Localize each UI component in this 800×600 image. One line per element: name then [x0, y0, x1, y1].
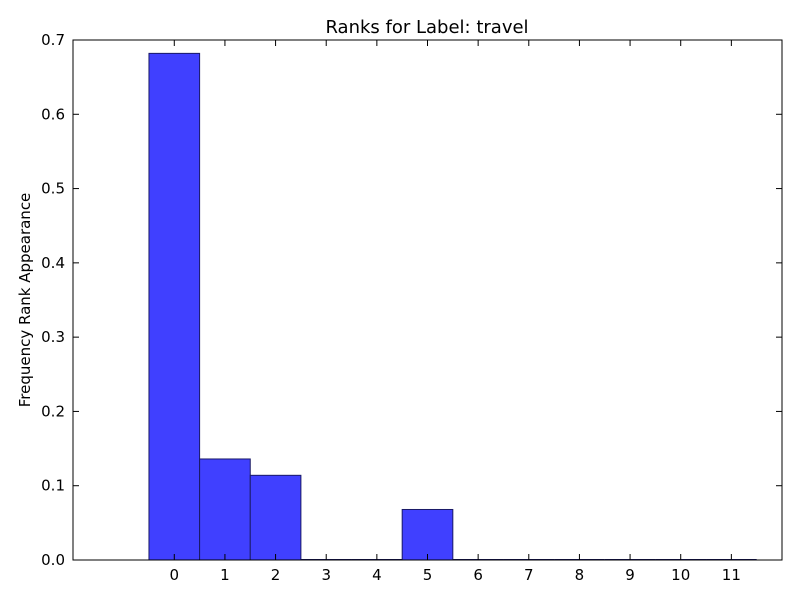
y-tick-label-0.2: 0.2: [41, 402, 65, 420]
bars-group: [148, 52, 757, 561]
x-tick-label-5: 5: [423, 566, 433, 584]
ticks-group: 0 1 2 3 4 5 6 7 8 9 10 11 0.0 0.1 0.2 0.3 0.4 0.5 0.6 0.7: [41, 31, 782, 584]
x-tick-label-10: 10: [671, 566, 690, 584]
plot-frame: [72, 39, 783, 561]
y-tick-label-0.6: 0.6: [41, 105, 65, 123]
y-tick-label-0.7: 0.7: [41, 31, 65, 49]
y-axis-label: Frequency Rank Appearance: [16, 193, 34, 408]
x-tick-label-0: 0: [170, 566, 180, 584]
x-tick-label-8: 8: [575, 566, 585, 584]
x-tick-label-2: 2: [271, 566, 281, 584]
x-tick-label-9: 9: [625, 566, 635, 584]
bar-2: [249, 474, 302, 561]
x-tick-label-3: 3: [321, 566, 331, 584]
x-tick-label-11: 11: [722, 566, 741, 584]
y-tick-label-0.1: 0.1: [41, 477, 65, 495]
y-tick-label-0.4: 0.4: [41, 254, 65, 272]
x-tick-label-4: 4: [372, 566, 382, 584]
x-tick-label-1: 1: [220, 566, 230, 584]
bar-5: [401, 508, 454, 561]
y-tick-label-0.0: 0.0: [41, 551, 65, 569]
chart-title: Ranks for Label: travel: [325, 17, 528, 38]
bar-0: [148, 52, 201, 561]
x-tick-label-7: 7: [524, 566, 534, 584]
y-tick-label-0.5: 0.5: [41, 180, 65, 198]
x-tick-label-6: 6: [473, 566, 483, 584]
y-tick-label-0.3: 0.3: [41, 328, 65, 346]
bar-1: [199, 458, 251, 561]
